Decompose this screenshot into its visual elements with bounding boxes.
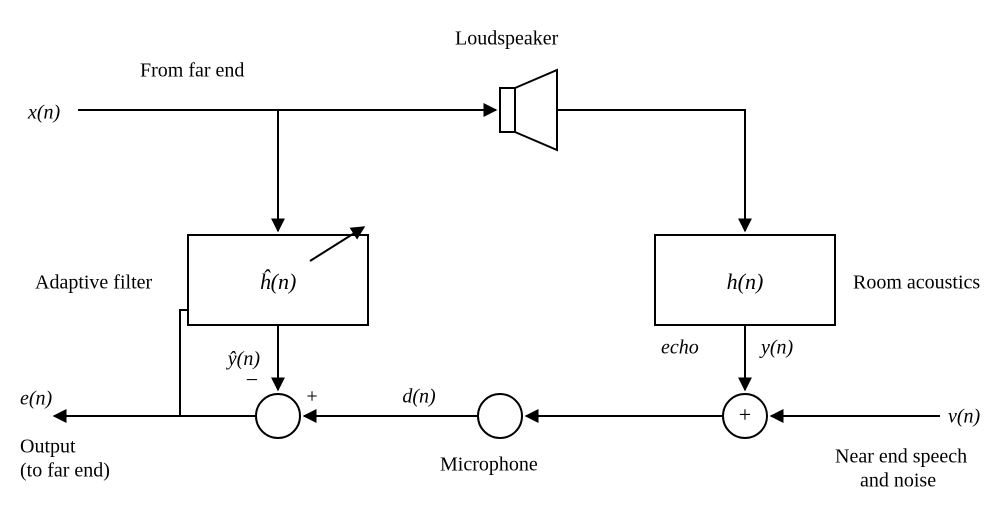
sum-left-plus: + xyxy=(306,386,317,408)
h-n-label: h(n) xyxy=(727,269,764,294)
to-far-end-label: (to far end) xyxy=(20,460,110,482)
xn-label: x(n) xyxy=(27,102,61,124)
from-far-end-label: From far end xyxy=(140,60,244,82)
sum-right-plus: + xyxy=(739,402,751,427)
output-label: Output xyxy=(20,436,76,458)
v-n-label: v(n) xyxy=(948,406,981,428)
h-hat-n-label: ĥ(n) xyxy=(260,269,297,294)
d-n-label: d(n) xyxy=(402,386,436,408)
loudspeaker-label: Loudspeaker xyxy=(455,28,559,50)
near-end-2: and noise xyxy=(860,470,936,492)
loudspeaker-body xyxy=(500,88,515,132)
microphone-icon xyxy=(478,394,522,438)
adaptive-filter-label: Adaptive filter xyxy=(35,272,153,294)
feedback-path xyxy=(180,310,188,416)
y-n-label: y(n) xyxy=(759,337,794,359)
sum-left-minus: − xyxy=(246,367,258,392)
loudspeaker-cone xyxy=(515,70,557,150)
e-n-label: e(n) xyxy=(20,388,53,410)
echo-label: echo xyxy=(661,337,699,359)
speaker-to-room xyxy=(557,110,745,231)
microphone-label: Microphone xyxy=(440,454,538,476)
adaptive-arrow-icon xyxy=(310,227,364,261)
near-end-1: Near end speech xyxy=(835,446,967,468)
room-acoustics-label: Room acoustics xyxy=(853,272,980,294)
sum-left xyxy=(256,394,300,438)
